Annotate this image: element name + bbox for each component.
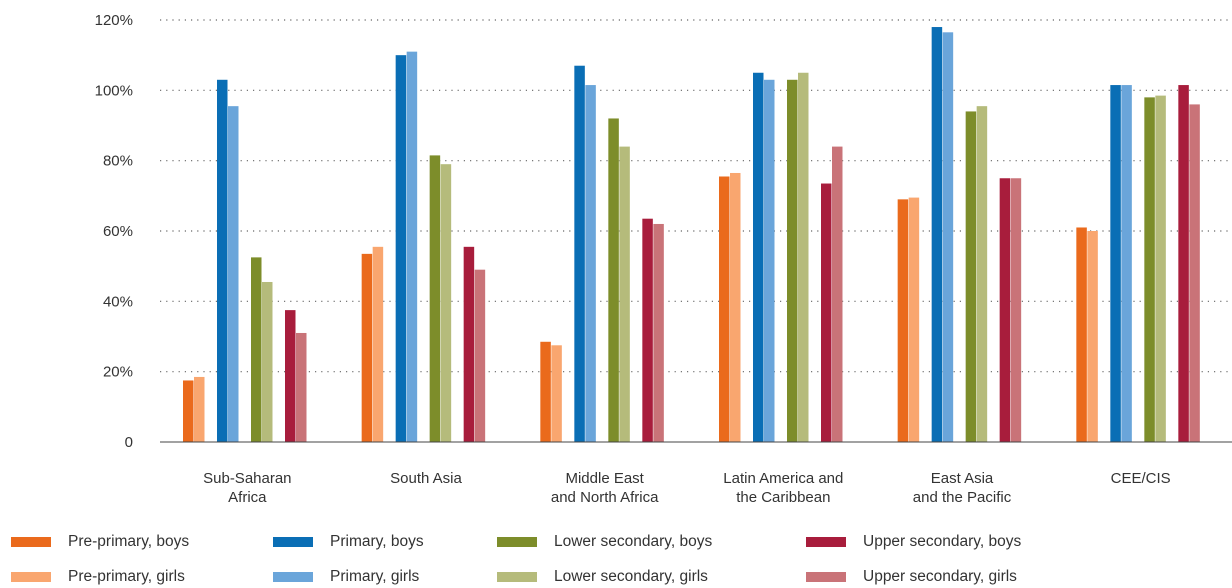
x-category-label: South Asia [390, 470, 462, 487]
legend-item: Upper secondary, boys [795, 531, 1021, 553]
bar-pre-primary-girls [1087, 231, 1098, 442]
bar-pre-primary-boys [183, 380, 194, 442]
legend-swatch [273, 572, 313, 582]
bar-upper-secondary-boys [285, 310, 296, 442]
legend-item: Primary, boys [262, 531, 424, 553]
bar-primary-boys [753, 72, 764, 442]
bar-primary-boys [574, 65, 585, 442]
bar-primary-girls [942, 32, 954, 442]
bar-lower-secondary-boys [429, 155, 441, 442]
bar-lower-secondary-girls [262, 281, 273, 442]
bar-upper-secondary-boys [999, 178, 1011, 442]
y-tick-label: 20% [103, 364, 133, 381]
bar-lower-secondary-boys [608, 118, 619, 442]
y-tick-label: 0 [125, 434, 133, 451]
y-tick-label: 80% [103, 153, 133, 170]
bar-lower-secondary-girls [976, 106, 988, 443]
bar-lower-secondary-boys [787, 79, 798, 443]
bar-upper-secondary-boys [463, 246, 475, 442]
bar-lower-secondary-girls [798, 72, 809, 442]
y-tick-label: 60% [103, 223, 133, 240]
bar-primary-boys [931, 27, 943, 443]
legend-label: Pre-primary, girls [68, 568, 185, 585]
legend-item: Upper secondary, girls [795, 566, 1017, 588]
y-tick-label: 100% [95, 82, 133, 99]
bar-pre-primary-boys [361, 253, 373, 442]
bar-pre-primary-boys [719, 176, 730, 442]
bar-pre-primary-girls [372, 246, 384, 442]
bar-upper-secondary-boys [821, 183, 832, 442]
legend-item: Pre-primary, girls [0, 566, 185, 588]
bar-upper-secondary-girls [474, 269, 486, 442]
legend-item: Pre-primary, boys [0, 531, 189, 553]
x-category-label: Latin America and the Caribbean [723, 470, 843, 506]
legend-label: Pre-primary, boys [68, 533, 190, 550]
x-category-label: Middle East and North Africa [551, 470, 659, 506]
bar-upper-secondary-boys [1178, 85, 1189, 442]
legend-label: Upper secondary, girls [863, 568, 1017, 585]
bar-primary-girls [1121, 85, 1132, 442]
bar-primary-girls [764, 79, 775, 443]
bar-primary-girls [406, 51, 418, 443]
bar-primary-boys [1110, 85, 1121, 442]
y-axis-tick-labels: 0 20% 40% 60% 80% 100% 120% [95, 12, 133, 451]
legend-swatch [497, 572, 537, 582]
grid-lines [160, 19, 1232, 373]
bar-pre-primary-girls [194, 376, 205, 442]
legend-label: Lower secondary, girls [554, 568, 708, 585]
bar-pre-primary-boys [897, 199, 909, 442]
legend-swatch [497, 537, 537, 547]
bar-upper-secondary-boys [642, 218, 653, 442]
legend-swatch [273, 537, 313, 547]
legend-swatch [806, 537, 846, 547]
legend-item: Lower secondary, girls [486, 566, 708, 588]
bar-lower-secondary-girls [1155, 95, 1166, 442]
bar-pre-primary-girls [551, 345, 562, 442]
bar-lower-secondary-boys [1144, 97, 1155, 442]
x-category-label: CEE/CIS [1111, 470, 1171, 487]
x-axis-category-labels: Sub-Saharan Africa South Asia Middle East an… [203, 470, 1171, 506]
bar-upper-secondary-girls [653, 223, 664, 442]
y-tick-label: 120% [95, 12, 133, 29]
bar-upper-secondary-girls [1189, 104, 1200, 443]
bar-lower-secondary-boys [965, 111, 977, 442]
bar-lower-secondary-girls [440, 164, 452, 442]
legend-item: Lower secondary, boys [486, 531, 712, 553]
y-tick-label: 40% [103, 293, 133, 310]
bar-lower-secondary-girls [619, 146, 630, 442]
legend-swatch [11, 537, 51, 547]
legend-label: Primary, girls [330, 568, 420, 585]
bar-upper-secondary-girls [296, 332, 307, 442]
legend-swatch [11, 572, 51, 582]
bar-upper-secondary-girls [832, 146, 843, 442]
bar-primary-girls [585, 85, 596, 442]
legend-label: Lower secondary, boys [554, 533, 713, 550]
bar-lower-secondary-boys [251, 257, 262, 442]
legend-label: Primary, boys [330, 533, 424, 550]
bar-upper-secondary-girls [1010, 178, 1022, 442]
x-category-label: East Asia and the Pacific [913, 470, 1012, 506]
bars [183, 27, 1200, 443]
legend-item: Primary, girls [262, 566, 419, 588]
bar-pre-primary-girls [908, 197, 920, 442]
bar-pre-primary-boys [1076, 227, 1087, 442]
bar-pre-primary-girls [730, 172, 741, 442]
bar-primary-boys [217, 79, 228, 443]
legend-swatch [806, 572, 846, 582]
bar-primary-girls [228, 106, 239, 443]
legend: Pre-primary, boys Pre-primary, girls Prima… [0, 528, 1232, 588]
x-category-label: Sub-Saharan Africa [203, 470, 291, 506]
bar-pre-primary-boys [540, 341, 551, 442]
legend-label: Upper secondary, boys [863, 533, 1022, 550]
bar-primary-boys [395, 55, 407, 443]
